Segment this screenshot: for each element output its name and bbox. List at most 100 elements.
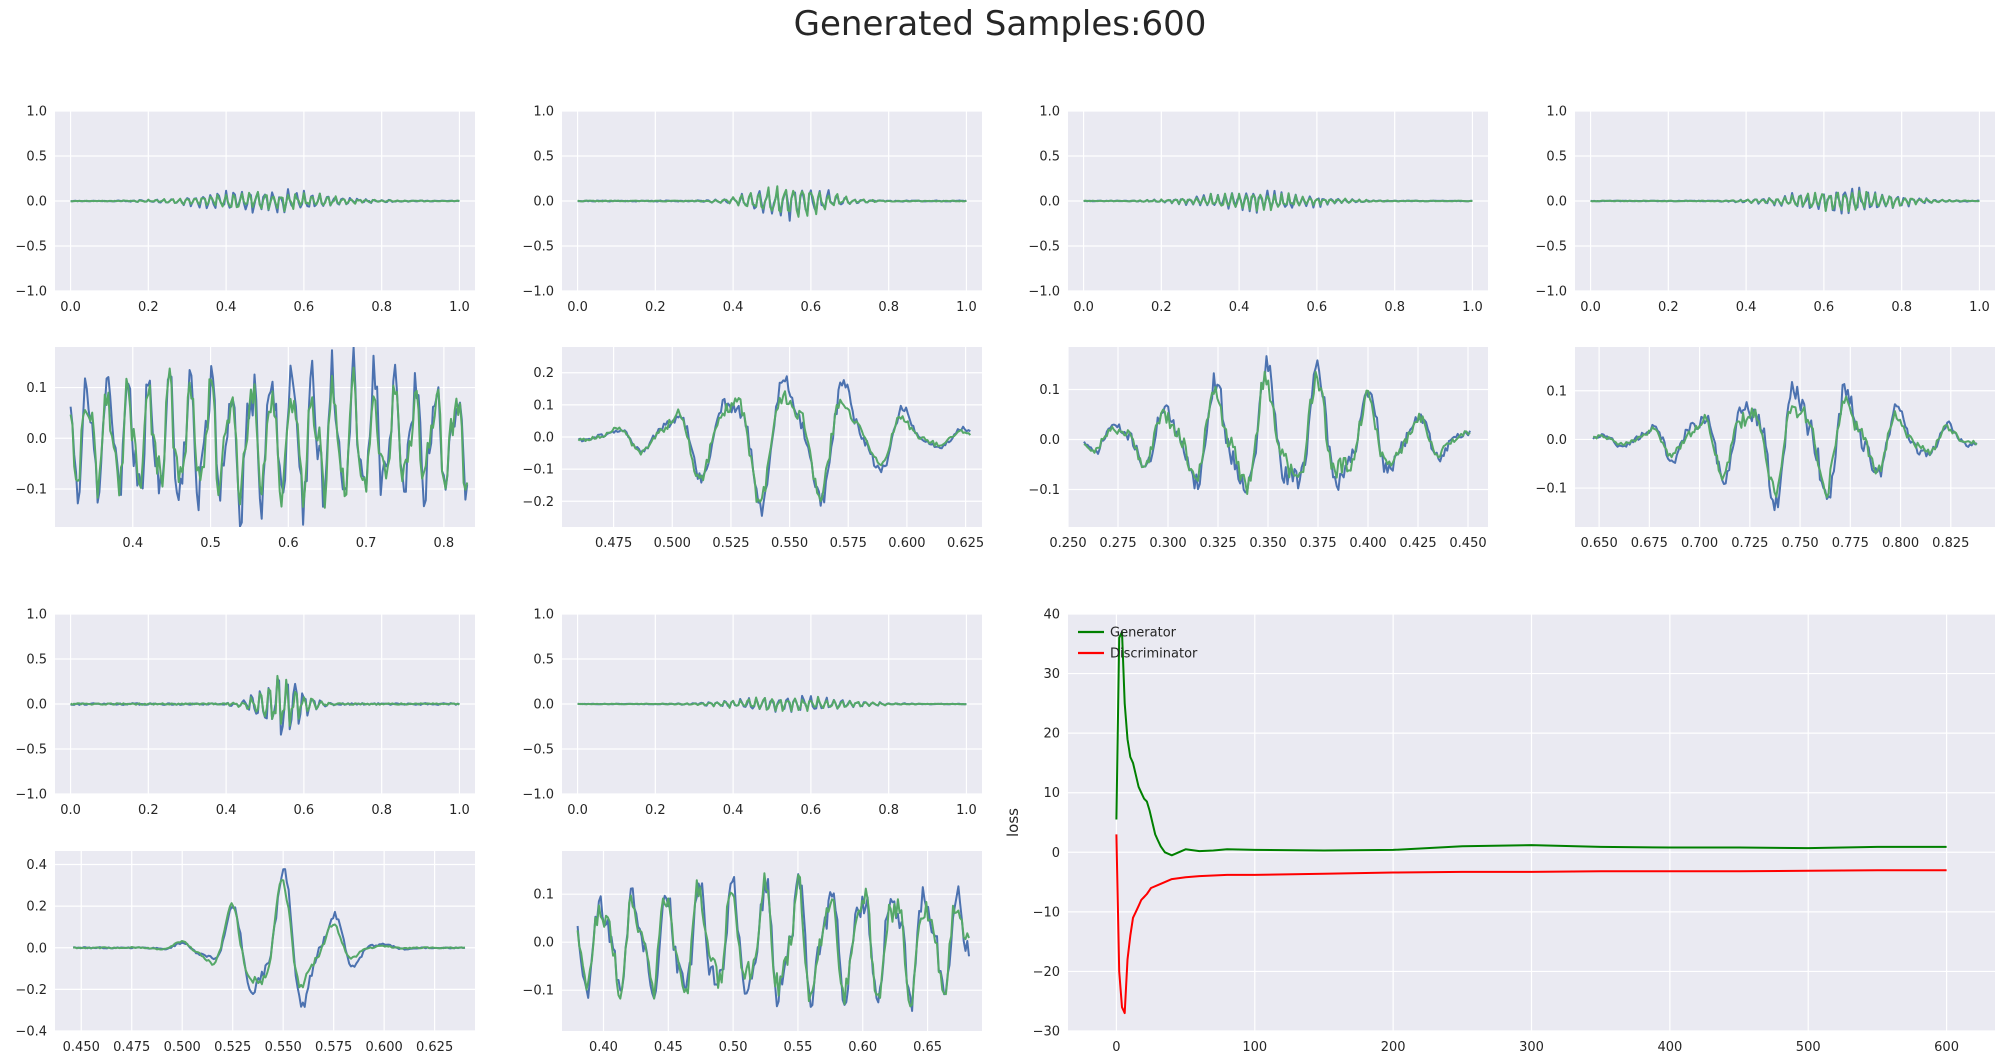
legend-entry: Generator (1110, 626, 1177, 641)
axes-background (55, 851, 475, 1031)
y-tick-label: −0.5 (15, 743, 47, 758)
x-tick-label: 500 (1796, 1040, 1821, 1055)
x-tick-label: 0.60 (848, 1040, 877, 1055)
y-tick-label: 1.0 (1039, 105, 1060, 120)
x-tick-label: 0.475 (595, 536, 632, 551)
figure-title: Generated Samples:600 (793, 4, 1207, 44)
x-tick-label: 0 (1112, 1040, 1120, 1055)
x-tick-label: 0.4 (723, 803, 744, 818)
x-tick-label: 0.625 (416, 1040, 453, 1055)
x-tick-label: 0.325 (1199, 536, 1236, 551)
plot-area (1083, 189, 1473, 214)
chart-r0c2: 0.0 0.2 0.4 0.6 0.8 1.0 −1.0 −0.5 0.0 0.5 1.0 (1028, 105, 1488, 315)
x-tick-label: 0.550 (771, 536, 808, 551)
y-tick-label: 0.2 (26, 900, 47, 915)
x-tick-label: 0.6 (1307, 300, 1328, 315)
plot-area (1115, 630, 1947, 1015)
legend: Generator Discriminator (1078, 626, 1198, 662)
series-line-green (70, 674, 460, 727)
x-tick-label: 200 (1381, 1040, 1406, 1055)
x-tick-label: 0.2 (1658, 300, 1679, 315)
plot-area (1590, 186, 1980, 215)
chart-loss: 0 100 200 300 400 500 600 −30 −20 −10 0 10 20 30 40 los… (1004, 608, 1995, 1055)
x-tick-label: 0.5 (200, 536, 221, 551)
x-tick-label: 0.525 (214, 1040, 251, 1055)
chart-r3c0: 0.450 0.475 0.500 0.525 0.550 0.575 0.600 0.625… (15, 851, 475, 1055)
y-tick-label: −0.5 (1028, 240, 1060, 255)
y-tick-label: −1.0 (15, 285, 47, 300)
x-tick-label: 0.450 (63, 1040, 100, 1055)
plot-area (1083, 355, 1471, 495)
series-line-green (577, 695, 967, 713)
y-tick-label: 1.0 (1546, 105, 1567, 120)
x-tick-label: 1.0 (1969, 300, 1990, 315)
x-tick-label: 0.500 (654, 536, 691, 551)
plot-area (70, 188, 460, 214)
chart-r0c3: 0.0 0.2 0.4 0.6 0.8 1.0 −1.0 −0.5 0.0 0.5 1.0 (1535, 105, 1995, 315)
y-tick-label: 0.0 (26, 432, 47, 447)
y-tick-label: 0.1 (1039, 383, 1060, 398)
x-tick-label: 0.700 (1681, 536, 1718, 551)
y-tick-label: −0.5 (15, 240, 47, 255)
y-tick-label: −0.1 (522, 463, 554, 478)
x-tick-label: 0.4 (216, 300, 237, 315)
y-tick-label: 0.1 (26, 381, 47, 396)
plot-area (1592, 381, 1978, 512)
x-tick-label: 0.4 (723, 300, 744, 315)
y-tick-label: 0.2 (533, 366, 554, 381)
plot-area (70, 674, 460, 736)
y-tick-label: 0.0 (26, 941, 47, 956)
x-tick-label: 0.8 (878, 300, 899, 315)
y-tick-label: 0.0 (533, 195, 554, 210)
x-tick-label: 0.500 (164, 1040, 201, 1055)
x-tick-label: 0.550 (265, 1040, 302, 1055)
x-tick-label: 0.8 (371, 803, 392, 818)
x-tick-label: 0.8 (371, 300, 392, 315)
x-tick-label: 0.65 (913, 1040, 942, 1055)
y-tick-label: 0.5 (26, 150, 47, 165)
y-tick-label: 30 (1043, 667, 1060, 682)
y-tick-label: 0.5 (533, 150, 554, 165)
x-tick-label: 0.350 (1249, 536, 1286, 551)
x-tick-label: 0.2 (645, 803, 666, 818)
y-tick-label: 0.5 (533, 653, 554, 668)
x-tick-label: 0.0 (1073, 300, 1094, 315)
x-tick-label: 0.675 (1631, 536, 1668, 551)
x-tick-label: 0.2 (138, 803, 159, 818)
series-line-green (1083, 192, 1473, 212)
y-tick-label: 0.1 (533, 888, 554, 903)
chart-r0c0: 0.0 0.2 0.4 0.6 0.8 1.0 −1.0 −0.5 0.0 0.5 1.0 (15, 105, 475, 315)
x-tick-label: 600 (1934, 1040, 1959, 1055)
x-tick-label: 0.250 (1049, 536, 1086, 551)
y-tick-label: 0.0 (533, 431, 554, 446)
series-line-green (576, 872, 970, 1008)
chart-r1c3: 0.650 0.675 0.700 0.725 0.750 0.775 0.800 0.825… (1535, 347, 1995, 551)
chart-r1c2: 0.250 0.275 0.300 0.325 0.350 0.375 0.400 0.425… (1028, 347, 1488, 551)
chart-r1c0: 0.4 0.5 0.6 0.7 0.8 −0.1 0.0 0.1 (15, 347, 475, 551)
y-tick-label: 1.0 (533, 105, 554, 120)
y-tick-label: 0.5 (1546, 150, 1567, 165)
y-tick-label: −1.0 (1028, 285, 1060, 300)
chart-r2c1: 0.0 0.2 0.4 0.6 0.8 1.0 −1.0 −0.5 0.0 0.5 1.0 (522, 608, 982, 818)
x-tick-label: 0.0 (60, 300, 81, 315)
y-tick-label: −0.1 (1535, 482, 1567, 497)
series-line-green (577, 390, 972, 503)
chart-r1c1: 0.475 0.500 0.525 0.550 0.575 0.600 0.625 −0.2 −… (522, 347, 984, 551)
chart-r2c0: 0.0 0.2 0.4 0.6 0.8 1.0 −1.0 −0.5 0.0 0.5 1.0 (15, 608, 475, 818)
x-tick-label: 0.6 (294, 803, 315, 818)
x-tick-label: 400 (1657, 1040, 1682, 1055)
x-tick-label: 0.800 (1882, 536, 1919, 551)
series-line-green (577, 185, 967, 218)
y-tick-label: 10 (1043, 786, 1060, 801)
y-tick-label: 0 (1052, 846, 1060, 861)
x-tick-label: 0.725 (1731, 536, 1768, 551)
series-line-green (1592, 395, 1978, 499)
y-tick-label: −1.0 (522, 788, 554, 803)
x-tick-label: 0.750 (1781, 536, 1818, 551)
y-tick-label: −1.0 (522, 285, 554, 300)
x-tick-label: 0.0 (1580, 300, 1601, 315)
y-tick-label: −0.1 (1028, 483, 1060, 498)
y-tick-label: 0.1 (533, 398, 554, 413)
series-line-generator (1115, 630, 1947, 857)
x-tick-label: 0.4 (1736, 300, 1757, 315)
